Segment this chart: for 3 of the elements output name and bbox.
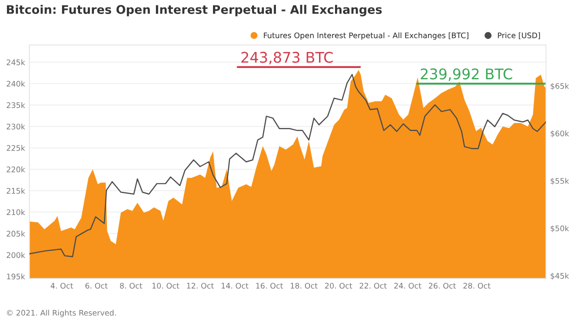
annotation: 243,873 BTC <box>241 52 333 64</box>
chart-title: Bitcoin: Futures Open Interest Perpetual - All Exchanges <box>6 4 382 16</box>
annotation: 239,992 BTC <box>420 68 512 81</box>
